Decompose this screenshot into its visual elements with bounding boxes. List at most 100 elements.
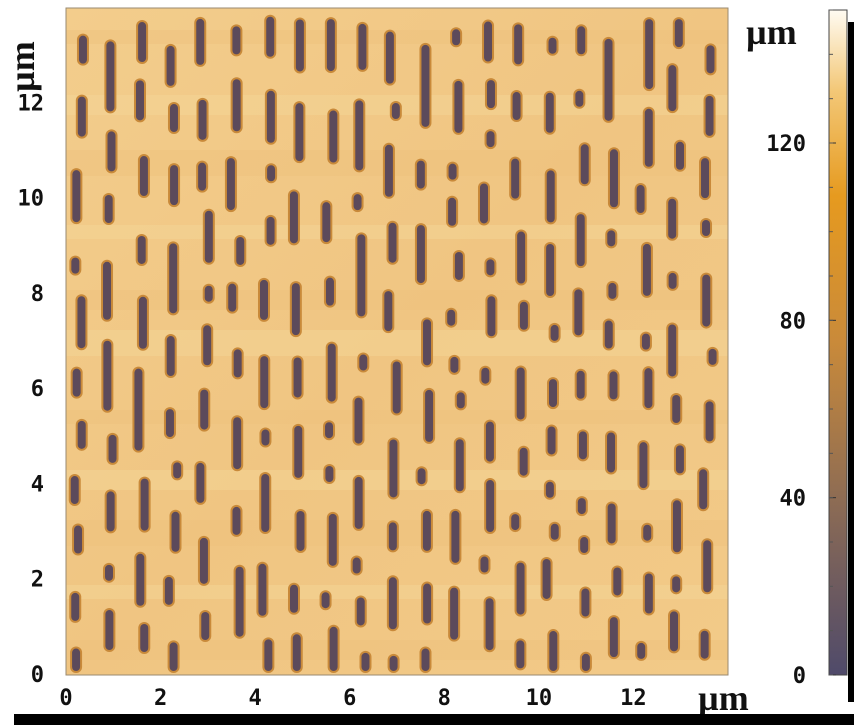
pit: [607, 432, 616, 473]
pit: [580, 144, 589, 185]
pit: [548, 379, 557, 408]
pit: [701, 158, 710, 199]
pit: [542, 558, 551, 599]
pit: [140, 623, 149, 652]
pit: [672, 576, 681, 593]
surface-band: [66, 290, 728, 310]
pit: [228, 283, 237, 312]
x-axis-ticks: 0 2 4 6 8 10 12: [59, 686, 646, 711]
pit: [668, 324, 677, 377]
pit: [484, 21, 493, 62]
pit: [486, 131, 495, 148]
pit: [451, 510, 460, 563]
pit: [644, 108, 653, 167]
surface-band: [66, 640, 728, 660]
pit: [577, 26, 586, 55]
pit: [291, 283, 300, 336]
pit: [703, 540, 712, 593]
pit: [511, 158, 520, 199]
pit: [391, 103, 400, 120]
pit: [171, 511, 180, 552]
pit: [479, 183, 488, 224]
x-tick-label: 12: [620, 686, 647, 711]
pit: [140, 478, 149, 531]
pit: [196, 462, 205, 503]
pit: [645, 19, 654, 90]
pit: [261, 474, 270, 533]
pit: [455, 439, 464, 492]
pit: [71, 257, 80, 274]
pit: [329, 626, 338, 671]
pit: [388, 577, 397, 630]
pit: [706, 45, 715, 74]
y-tick-label: 6: [31, 377, 44, 402]
pit: [668, 65, 677, 112]
pit: [581, 653, 590, 671]
pit: [674, 19, 683, 48]
pit: [321, 592, 330, 609]
pit: [642, 243, 651, 296]
pit: [77, 420, 86, 449]
pit: [421, 648, 430, 671]
pit: [289, 191, 298, 244]
pit: [512, 92, 521, 121]
pit: [637, 642, 646, 659]
pit: [325, 465, 334, 482]
pit: [77, 296, 86, 349]
pit: [486, 80, 495, 109]
pit: [233, 349, 242, 378]
pit: [487, 296, 496, 337]
pit: [423, 319, 432, 366]
pit: [485, 598, 494, 651]
pit: [550, 324, 559, 341]
pit: [388, 522, 397, 551]
pit: [450, 356, 459, 373]
pit: [613, 567, 622, 596]
pit: [106, 491, 115, 532]
pit: [329, 110, 338, 163]
x-tick-label: 0: [59, 686, 72, 711]
pit: [700, 630, 709, 659]
pit: [699, 469, 708, 510]
pit: [236, 236, 245, 265]
x-axis-unit: µm: [698, 678, 749, 718]
pit: [545, 481, 554, 498]
pit: [580, 537, 589, 554]
pit: [581, 588, 590, 617]
pit: [104, 564, 113, 581]
pit: [486, 259, 495, 276]
pit: [295, 19, 304, 72]
pit: [103, 261, 112, 320]
pit: [70, 476, 79, 505]
pit: [609, 617, 618, 658]
colorbar-tick-label: 120: [766, 132, 806, 157]
pit: [261, 429, 270, 446]
pit: [355, 100, 364, 171]
y-axis-unit: µm: [2, 41, 42, 92]
pit: [609, 371, 618, 400]
pit: [204, 285, 213, 302]
pit: [258, 563, 267, 616]
pit: [292, 634, 301, 671]
pit: [423, 583, 432, 624]
pit: [232, 506, 241, 535]
colorbar: [828, 9, 848, 676]
pit: [166, 336, 175, 377]
x-tick-label: 4: [249, 686, 262, 711]
pit: [516, 640, 525, 669]
pit: [293, 357, 302, 398]
y-tick-label: 0: [31, 663, 44, 688]
pit: [173, 462, 182, 479]
pit: [267, 165, 276, 182]
pit: [289, 584, 298, 613]
pit: [676, 141, 685, 170]
pit: [546, 170, 555, 223]
pit-array: [68, 14, 719, 673]
pit: [226, 158, 235, 211]
pit: [325, 422, 334, 439]
pit: [353, 194, 362, 211]
pit: [166, 45, 175, 86]
pit: [296, 510, 305, 551]
pit: [136, 553, 145, 606]
pit: [447, 309, 456, 326]
